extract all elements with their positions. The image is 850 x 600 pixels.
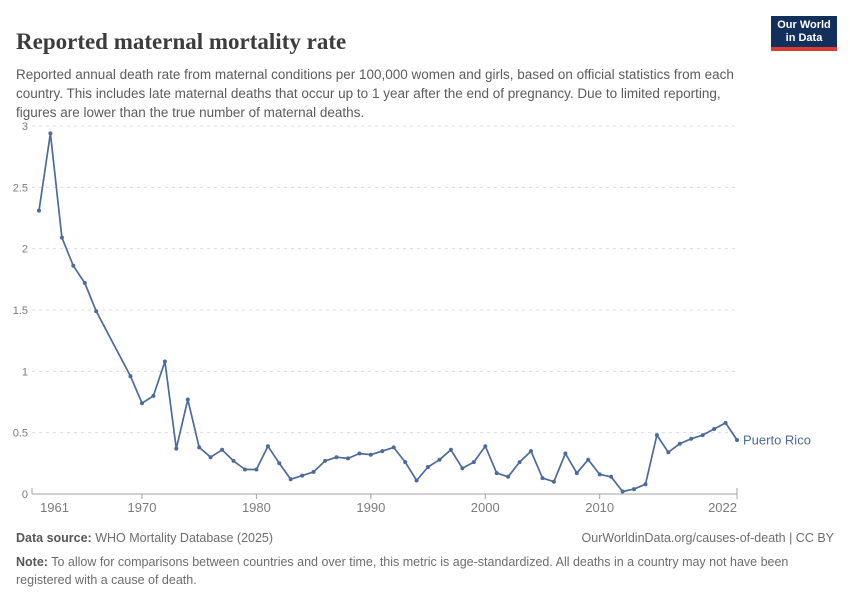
x-tick-label-2010: 2010	[585, 500, 614, 515]
data-point-2004	[529, 449, 533, 454]
data-point-1965	[82, 281, 87, 285]
data-point-1977	[220, 447, 225, 452]
data-point-2014	[643, 482, 648, 487]
data-point-1991	[380, 449, 385, 454]
data-point-1996	[437, 457, 442, 462]
attribution-separator: |	[785, 531, 796, 545]
data-point-1989	[357, 451, 362, 456]
data-point-2010	[597, 472, 602, 477]
chart-note: Note: To allow for comparisons between c…	[16, 553, 828, 589]
data-point-2019	[700, 433, 705, 438]
data-point-1978	[231, 458, 236, 463]
owid-logo[interactable]: Our World in Data	[771, 16, 837, 51]
x-tick-label-2000: 2000	[471, 500, 500, 515]
data-point-2000	[483, 444, 488, 449]
data-point-1981	[265, 444, 270, 449]
note-label: Note:	[16, 555, 48, 569]
page-title: Reported maternal mortality rate	[16, 29, 347, 55]
x-tick-label-1980: 1980	[242, 500, 271, 515]
data-point-1986	[323, 458, 328, 463]
y-tick-label-1: 1	[22, 366, 28, 378]
data-point-1998	[460, 466, 465, 471]
data-point-2015	[654, 433, 659, 438]
data-point-1994	[414, 478, 419, 483]
data-point-2005	[540, 476, 545, 481]
data-point-2012	[620, 489, 625, 494]
data-point-2011	[609, 474, 614, 479]
data-point-2008	[574, 471, 579, 476]
owid-logo-line1: Our World	[777, 18, 831, 31]
data-point-2001	[494, 471, 499, 476]
data-point-1987	[334, 455, 339, 460]
data-source-label: Data source:	[16, 531, 92, 545]
data-point-2021	[723, 420, 728, 425]
owid-logo-line2: in Data	[785, 31, 823, 44]
chart-svg: 0 0.5 1 1.5 2 2.5 3 1961 1970 1980 1990 2000 2010 202…	[13, 121, 811, 515]
data-point-1992	[391, 445, 396, 450]
data-point-1997	[448, 447, 453, 452]
data-point-2009	[586, 457, 591, 462]
data-point-1962	[48, 131, 53, 136]
data-point-1983	[288, 477, 293, 482]
y-tick-label-3: 3	[22, 121, 28, 133]
data-point-1972	[162, 359, 167, 364]
y-tick-label-2: 2	[22, 244, 28, 256]
data-point-2018	[689, 436, 694, 441]
data-point-2017	[677, 441, 682, 446]
data-point-1980	[254, 467, 259, 472]
chart-area: 0 0.5 1 1.5 2 2.5 3 1961 1970 1980 1990 2000 2010 202…	[0, 110, 850, 515]
data-point-1990	[368, 452, 373, 457]
owid-url-link[interactable]: OurWorldinData.org/causes-of-death	[581, 531, 786, 545]
note-value: To allow for comparisons between countri…	[16, 555, 789, 587]
data-point-1970	[140, 401, 144, 406]
chart-line-puerto-rico	[38, 132, 738, 493]
data-point-1975	[197, 445, 202, 450]
data-point-1999	[471, 460, 476, 465]
data-point-2006	[551, 479, 556, 484]
y-tick-label-1.5: 1.5	[13, 305, 28, 317]
data-source-value: WHO Mortality Database (2025)	[91, 531, 274, 545]
data-point-1993	[403, 460, 408, 465]
data-point-1974	[185, 397, 190, 402]
data-point-2002	[506, 474, 511, 479]
x-tick-label-1961: 1961	[40, 500, 69, 515]
data-point-2022	[735, 438, 739, 442]
data-point-1971	[151, 393, 156, 398]
data-point-1982	[277, 461, 282, 466]
data-point-2007	[563, 451, 568, 456]
data-point-1995	[426, 465, 430, 469]
entity-label: Puerto Rico	[743, 433, 811, 448]
data-point-1969	[128, 374, 133, 379]
data-point-1966	[94, 309, 99, 314]
data-point-1984	[300, 473, 305, 478]
data-point-1976	[208, 455, 213, 460]
data-point-1979	[243, 467, 247, 472]
y-tick-label-0: 0	[22, 489, 28, 501]
data-point-1985	[311, 469, 316, 474]
data-point-1964	[71, 263, 76, 268]
license-badge: CC BY	[795, 531, 834, 545]
y-tick-label-2.5: 2.5	[13, 182, 28, 194]
data-point-1988	[346, 456, 350, 461]
data-point-1973	[174, 446, 179, 451]
chart-subtitle: Reported annual death rate from maternal…	[16, 66, 734, 120]
data-point-2013	[632, 487, 636, 492]
attribution: OurWorldinData.org/causes-of-death | CC …	[582, 531, 834, 545]
data-source: Data source: WHO Mortality Database (202…	[16, 531, 273, 545]
x-tick-label-1990: 1990	[356, 500, 385, 515]
y-tick-label-0.5: 0.5	[13, 428, 28, 440]
data-point-1961	[37, 208, 41, 213]
data-point-2016	[666, 450, 671, 455]
x-tick-label-1970: 1970	[128, 500, 157, 515]
data-point-2003	[517, 460, 522, 465]
data-point-2020	[712, 427, 717, 431]
x-tick-label-2022: 2022	[708, 500, 737, 515]
data-point-1963	[59, 235, 64, 240]
